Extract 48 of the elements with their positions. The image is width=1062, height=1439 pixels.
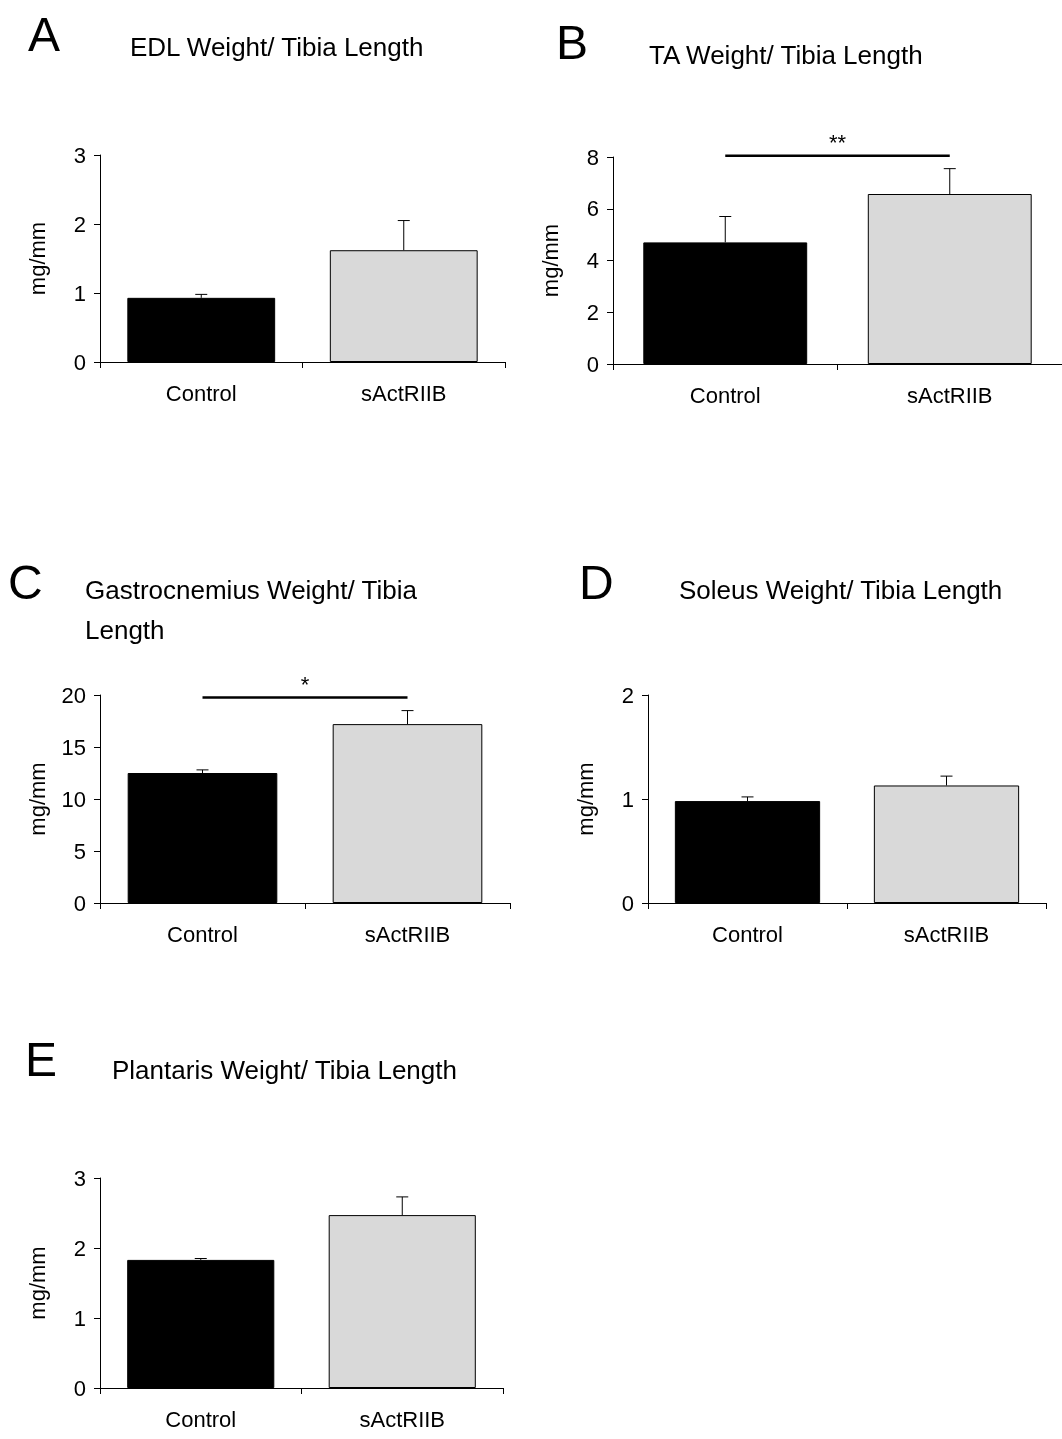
y-tick-label: 5 [73, 838, 86, 864]
y-tick-label: 2 [586, 299, 599, 325]
y-tick-label: 2 [73, 1235, 86, 1261]
text: B [556, 15, 589, 69]
text: E [25, 1032, 58, 1086]
x-tick-label: Control [689, 382, 761, 408]
y-tick-label: 0 [621, 890, 634, 916]
y-tick-label: 1 [73, 280, 86, 306]
y-tick-label: 2 [621, 682, 634, 708]
y-tick-label: 0 [586, 351, 599, 377]
x-tick-label: Control [165, 1406, 237, 1432]
x-tick-label: sActRIIB [364, 921, 451, 947]
chart-title: Gastrocnemius Weight/ Tibia Length [85, 575, 425, 645]
y-tick-label: 6 [586, 196, 599, 222]
x-tick-label: Control [165, 380, 237, 406]
y-axis-title: mg/mm [537, 223, 563, 298]
y-tick-label: 15 [61, 734, 86, 760]
y-axis-title: mg/mm [24, 1246, 50, 1320]
x-tick-label: Control [167, 921, 238, 947]
y-tick-label: 4 [586, 248, 599, 273]
x-tick-label: sActRIIB [903, 921, 990, 947]
y-tick-label: 8 [586, 144, 599, 170]
x-tick-label: sActRIIB [360, 380, 447, 406]
chart-title: Plantaris Weight/ Tibia Length [112, 1055, 457, 1085]
x-tick-label: sActRIIB [906, 382, 993, 408]
y-axis-title: mg/mm [24, 762, 50, 836]
y-axis-title: mg/mm [572, 762, 598, 836]
y-tick-label: 0 [73, 349, 86, 375]
x-tick-label: sActRIIB [359, 1406, 446, 1432]
annotation: * [300, 672, 310, 698]
chart-title: TA Weight/ Tibia Length [649, 40, 923, 70]
text: D [579, 555, 614, 609]
chart-title: EDL Weight/ Tibia Length [130, 32, 424, 62]
y-tick-label: 0 [73, 1375, 86, 1401]
y-tick-label: 1 [621, 786, 634, 812]
chart-title: Soleus Weight/ Tibia Length [679, 575, 1003, 605]
y-tick-label: 10 [61, 786, 86, 812]
y-tick-label: 0 [73, 890, 86, 916]
y-tick-label: 3 [73, 1165, 86, 1191]
text: ** [828, 130, 847, 156]
y-tick-label: 2 [73, 211, 86, 237]
x-tick-label: Control [712, 921, 783, 947]
y-tick-label: 20 [61, 682, 86, 708]
text: C [8, 555, 43, 609]
y-tick-label: 3 [73, 142, 86, 168]
y-axis-title: mg/mm [24, 221, 50, 296]
text: A [28, 7, 61, 61]
y-tick-label: 1 [73, 1305, 86, 1331]
